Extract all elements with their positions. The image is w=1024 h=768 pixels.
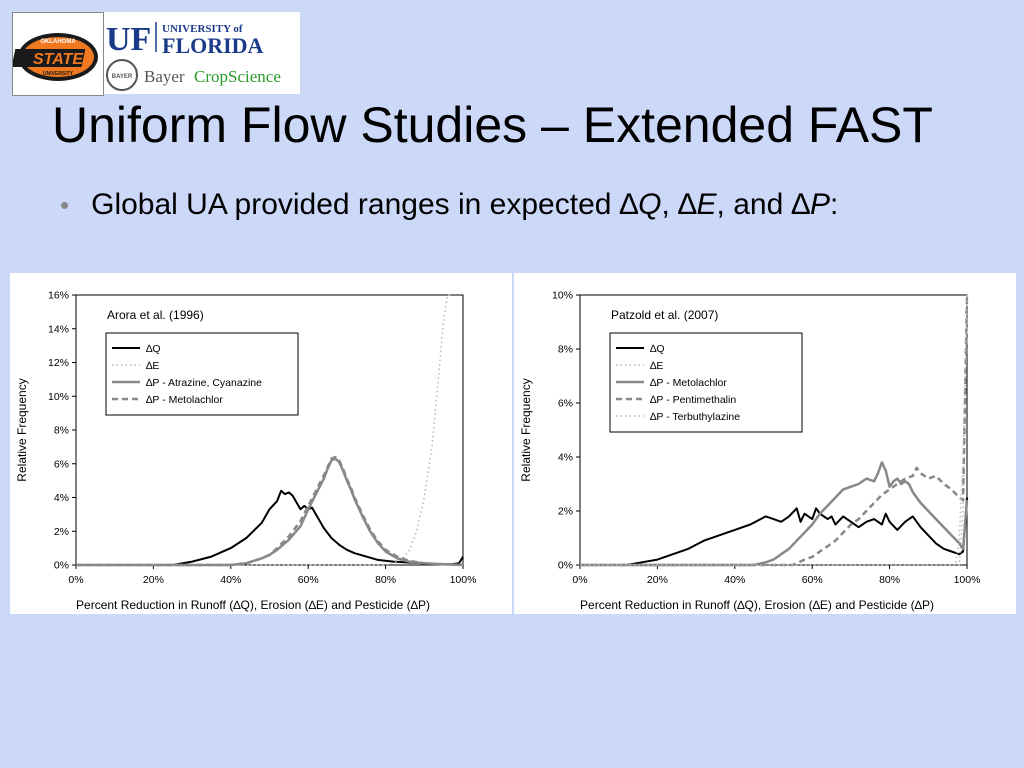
series-line-q (76, 489, 464, 566)
osu-top-text: OKLAHOMA (40, 39, 76, 45)
y-tick-label: 14% (48, 323, 69, 335)
legend-entry-label: ∆P - Terbuthylazine (650, 411, 740, 423)
y-tick-label: 0% (54, 560, 69, 572)
bayer-cross-icon: BAYER (106, 59, 138, 91)
series-line-e (76, 294, 452, 566)
x-axis-label: Percent Reduction in Runoff (∆Q), Erosio… (580, 598, 934, 612)
chart-arora-svg: 0% 2% 4% 6% 8% 10% 12% 14% 16% 0% 20% 40% 60% 80% 100%… (15, 290, 477, 613)
var-q: Q (638, 188, 662, 221)
legend-entry-label: ∆E (146, 360, 159, 372)
legend (105, 332, 299, 416)
osu-bottom-text: UNIVERSITY (43, 71, 74, 77)
var-p: P (809, 188, 830, 221)
x-tick-label: 40% (220, 574, 241, 586)
series-line-p-metolachlor (580, 461, 969, 567)
bullet-dot-icon: • (60, 190, 70, 220)
y-tick-label: 2% (558, 506, 573, 518)
y-axis-label: Relative Frequency (15, 378, 29, 481)
delta-symbol: ∆ (791, 188, 810, 221)
x-tick-label: 100% (450, 574, 477, 586)
legend-entry-label: ∆P - Metolachlor (146, 394, 223, 406)
x-tick-label: 20% (647, 574, 668, 586)
uf-mark: UF (106, 21, 151, 58)
x-tick-label: 60% (802, 574, 823, 586)
x-tick-label: 100% (954, 574, 981, 586)
series-line-p-atrazine-cyanazine (76, 457, 464, 567)
x-tick-label: 20% (143, 574, 164, 586)
y-tick-label: 12% (48, 357, 69, 369)
partner-logos: UF UNIVERSITY of FLORIDA BAYER Bayer Cro… (104, 12, 300, 94)
x-tick-label: 0% (68, 574, 83, 586)
var-e: E (696, 188, 717, 221)
slide-title: Uniform Flow Studies – Extended FAST (52, 97, 933, 153)
bayer-name: Bayer (144, 67, 185, 86)
chart-arora: 0% 2% 4% 6% 8% 10% 12% 14% 16% 0% 20% 40% 60% 80% 100%… (10, 273, 512, 614)
osu-logo: OKLAHOMA STATE UNIVERSITY (11, 12, 104, 96)
bullet-item: • Global UA provided ranges in expected ∆… (60, 188, 838, 222)
series-line-p-metolachlor (76, 455, 464, 567)
osu-main-text: STATE (33, 51, 84, 68)
x-tick-label: 0% (572, 574, 587, 586)
series-line-p-pentimethalin (580, 294, 969, 567)
chart-annotation: Arora et al. (1996) (107, 308, 204, 322)
x-tick-label: 40% (724, 574, 745, 586)
x-axis-label: Percent Reduction in Runoff (∆Q), Erosio… (76, 598, 430, 612)
y-tick-label: 10% (552, 290, 573, 302)
uf-florida-text: FLORIDA (162, 33, 264, 58)
sep-1: , (661, 188, 679, 221)
bullet-text: Global UA provided ranges in expected (91, 188, 620, 221)
sep-2: , and (716, 188, 792, 221)
y-tick-label: 6% (558, 398, 573, 410)
chart-patzold-svg: 0% 2% 4% 6% 8% 10% 0% 20% 40% 60% 80% 100% Percent R… (519, 290, 981, 613)
chart-patzold: 0% 2% 4% 6% 8% 10% 0% 20% 40% 60% 80% 100% Percent R… (514, 273, 1016, 614)
series-line-q (580, 497, 968, 566)
delta-symbol: ∆ (619, 188, 639, 221)
x-tick-label: 80% (375, 574, 396, 586)
bayer-crop-text: CropScience (194, 67, 281, 86)
delta-symbol: ∆ (678, 188, 697, 221)
x-tick-label: 60% (298, 574, 319, 586)
legend-entry-label: ∆P - Metolachlor (650, 377, 727, 389)
y-tick-label: 8% (54, 425, 69, 437)
y-tick-label: 10% (48, 391, 69, 403)
legend-entry-label: ∆P - Pentimethalin (650, 394, 736, 406)
y-tick-label: 4% (558, 452, 573, 464)
y-tick-label: 8% (558, 344, 573, 356)
uf-university-text: UNIVERSITY of (162, 23, 243, 35)
legend-entry-label: ∆E (650, 360, 663, 372)
legend-entry-label: ∆Q (650, 343, 665, 355)
x-tick-label: 80% (879, 574, 900, 586)
y-axis-label: Relative Frequency (519, 378, 533, 481)
y-tick-label: 6% (54, 458, 69, 470)
bayer-cross-text: BAYER (112, 74, 133, 80)
y-tick-label: 16% (48, 290, 69, 302)
legend-entry-label: ∆P - Atrazine, Cyanazine (146, 377, 262, 389)
y-tick-label: 4% (54, 492, 69, 504)
legend-entry-label: ∆Q (146, 343, 161, 355)
bullet-end: : (829, 188, 839, 221)
y-tick-label: 0% (558, 560, 573, 572)
y-tick-label: 2% (54, 526, 69, 538)
chart-annotation: Patzold et al. (2007) (611, 308, 718, 322)
